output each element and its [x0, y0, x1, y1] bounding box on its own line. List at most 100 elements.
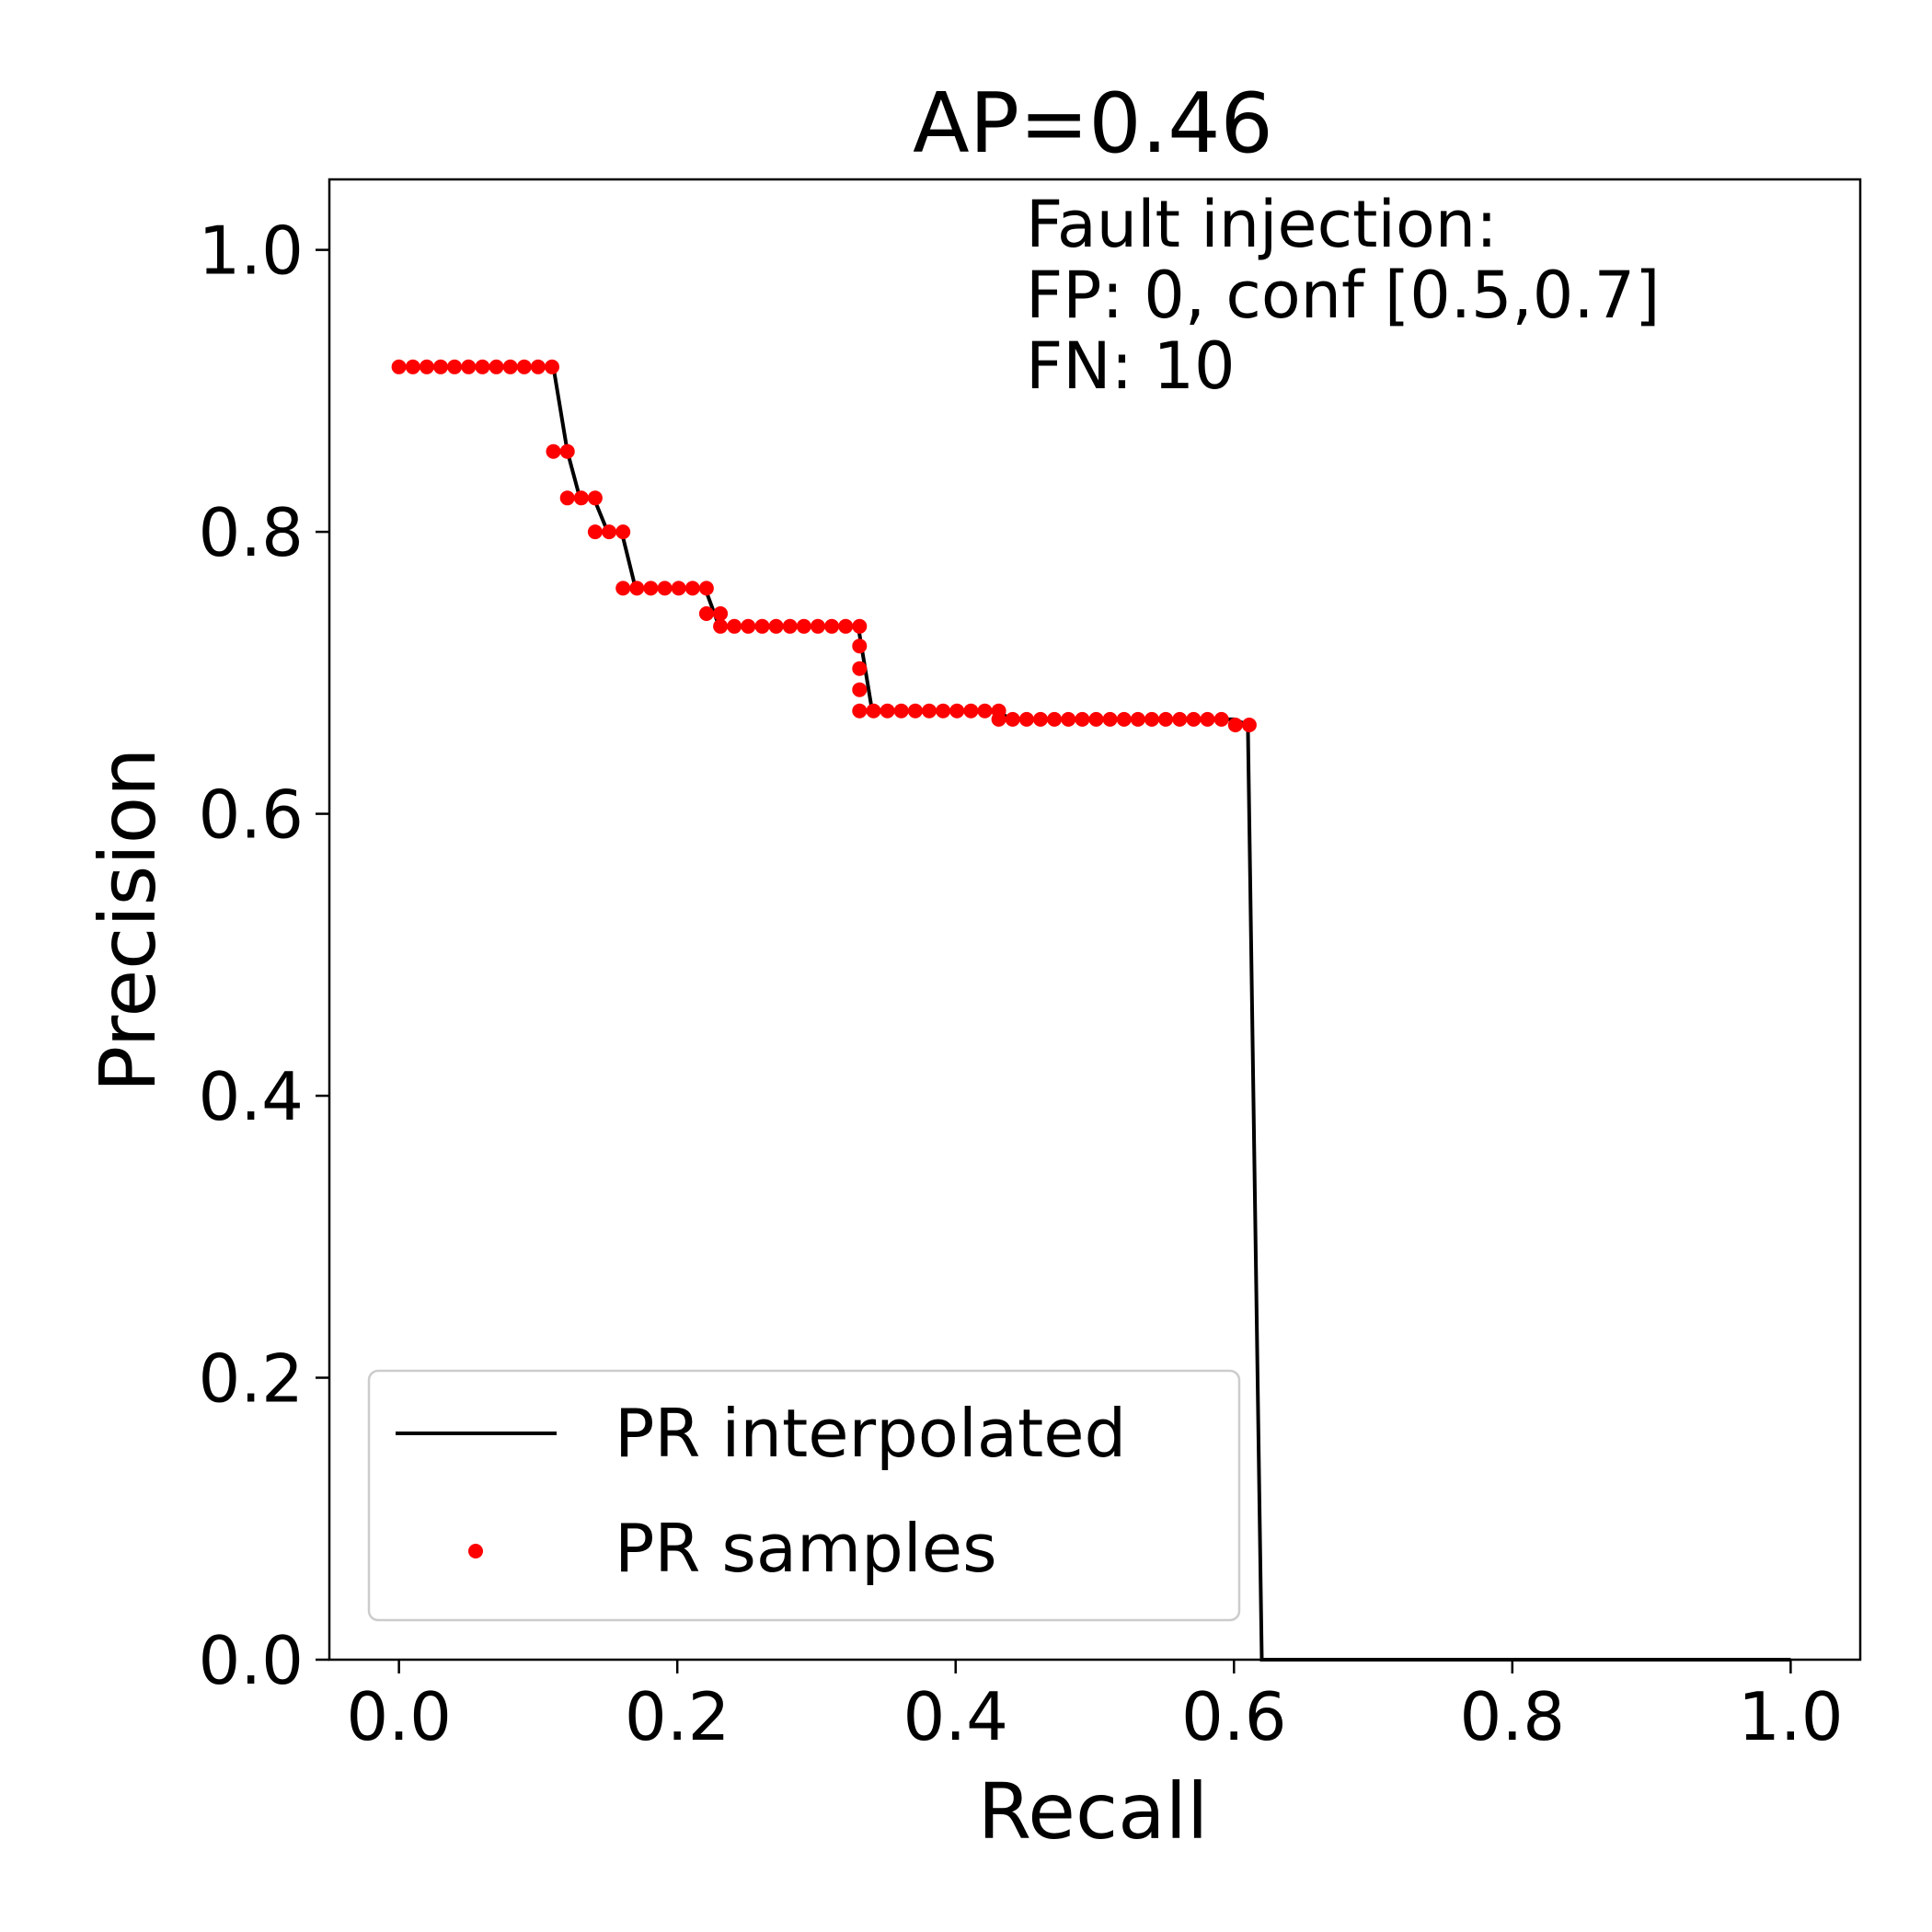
annotation-line-3: FN: 10 [1026, 328, 1236, 404]
pr-sample-point [530, 359, 546, 374]
pr-sample-point [1186, 711, 1202, 727]
y-tick-label: 0.2 [198, 1340, 304, 1418]
pr-sample-point [963, 703, 979, 719]
legend: PR interpolated PR samples [367, 1369, 1241, 1622]
pr-sample-point [1172, 711, 1188, 727]
pr-sample-point [1130, 711, 1145, 727]
x-axis-label: Recall [978, 1766, 1209, 1857]
x-axis: 0.0 0.2 0.4 0.6 0.8 1.0 [346, 1660, 1844, 1755]
pr-sample-point [852, 661, 868, 676]
pr-sample-point [1213, 711, 1229, 727]
x-tick-label: 0.8 [1460, 1678, 1566, 1755]
pr-sample-point [838, 618, 854, 634]
pr-sample-point [698, 606, 714, 621]
pr-sample-point [1061, 711, 1076, 727]
pr-sample-point [741, 618, 756, 634]
pr-sample-point [852, 618, 868, 634]
pr-sample-point [768, 618, 784, 634]
legend-label-samples: PR samples [615, 1510, 997, 1587]
pr-sample-point [419, 359, 434, 374]
pr-sample-point [671, 581, 686, 596]
pr-sample-point [698, 581, 714, 596]
pr-sample-point [684, 581, 700, 596]
pr-sample-point [852, 638, 868, 654]
pr-sample-point [1088, 711, 1104, 727]
pr-sample-point [559, 490, 575, 506]
pr-sample-point [545, 359, 559, 374]
pr-sample-point [1047, 711, 1063, 727]
fault-injection-annotation: Fault injection: FP: 0, conf [0.5,0.7] F… [1026, 187, 1660, 404]
pr-sample-point [1018, 711, 1034, 727]
x-tick-label: 0.4 [903, 1678, 1008, 1755]
legend-label-interpolated: PR interpolated [615, 1395, 1126, 1472]
chart-title: AP=0.46 [913, 75, 1273, 172]
pr-sample-point [587, 490, 603, 506]
pr-sample-point [866, 703, 881, 719]
pr-sample-point [1116, 711, 1132, 727]
pr-sample-point [433, 359, 448, 374]
pr-sample-point [852, 682, 868, 697]
pr-sample-point [907, 703, 923, 719]
y-tick-label: 0.8 [198, 494, 304, 571]
annotation-line-1: Fault injection: [1026, 187, 1498, 262]
y-tick-label: 0.6 [198, 776, 304, 854]
x-tick-label: 0.2 [625, 1678, 730, 1755]
pr-sample-point [754, 618, 770, 634]
y-axis: 0.0 0.2 0.4 0.6 0.8 1.0 [198, 213, 329, 1699]
pr-sample-point [811, 618, 825, 634]
pr-sample-point [727, 618, 742, 634]
pr-sample-point [502, 359, 518, 374]
pr-sample-point [922, 703, 937, 719]
plot-area [391, 359, 1791, 1662]
pr-sample-point [1227, 718, 1243, 732]
pr-sample-point [643, 581, 659, 596]
pr-sample-point [516, 359, 532, 374]
pr-sample-point [559, 443, 575, 459]
x-tick-label: 0.6 [1181, 1678, 1287, 1755]
pr-sample-point [1158, 711, 1174, 727]
pr-sample-point [1241, 718, 1257, 732]
pr-sample-point [475, 359, 490, 374]
pr-sample-point [977, 703, 993, 719]
pr-sample-point [447, 359, 463, 374]
plot-frame [328, 178, 1862, 1662]
legend-dot-swatch [468, 1544, 483, 1558]
pr-sample-point [893, 703, 909, 719]
pr-sample-point [657, 581, 673, 596]
y-tick-label: 0.4 [198, 1058, 304, 1135]
annotation-line-2: FP: 0, conf [0.5,0.7] [1026, 258, 1660, 333]
pr-sample-point [546, 443, 561, 459]
pr-sample-point [1102, 711, 1118, 727]
pr-sample-point [991, 711, 1006, 727]
y-tick-label: 0.0 [198, 1622, 304, 1699]
pr-sample-point [615, 524, 631, 540]
pr-sample-point [602, 524, 617, 540]
y-axis-label: Precision [83, 748, 173, 1093]
pr-sample-point [880, 703, 895, 719]
x-tick-label: 1.0 [1738, 1678, 1844, 1755]
pr-sample-point [1075, 711, 1090, 727]
pr-sample-point [824, 618, 840, 634]
pr-sample-point [936, 703, 951, 719]
pr-sample-point [489, 359, 504, 374]
pr-sample-point [713, 618, 729, 634]
pr-sample-point [782, 618, 798, 634]
pr-sample-point [615, 581, 631, 596]
y-tick-label: 1.0 [198, 213, 304, 290]
pr-sample-point [461, 359, 477, 374]
pr-sample-point [629, 581, 645, 596]
pr-sample-point [1200, 711, 1215, 727]
pr-sample-point [852, 703, 868, 719]
legend-box [367, 1369, 1241, 1622]
pr-sample-point [1144, 711, 1159, 727]
x-tick-label: 0.0 [346, 1678, 452, 1755]
pr-sample-point [587, 524, 603, 540]
pr-sample-point [405, 359, 420, 374]
pr-sample-point [713, 606, 729, 621]
pr-sample-point [391, 359, 407, 374]
pr-sample-point [949, 703, 965, 719]
pr-sample-point [573, 490, 589, 506]
pr-sample-point [796, 618, 811, 634]
pr-sample-point [1005, 711, 1020, 727]
